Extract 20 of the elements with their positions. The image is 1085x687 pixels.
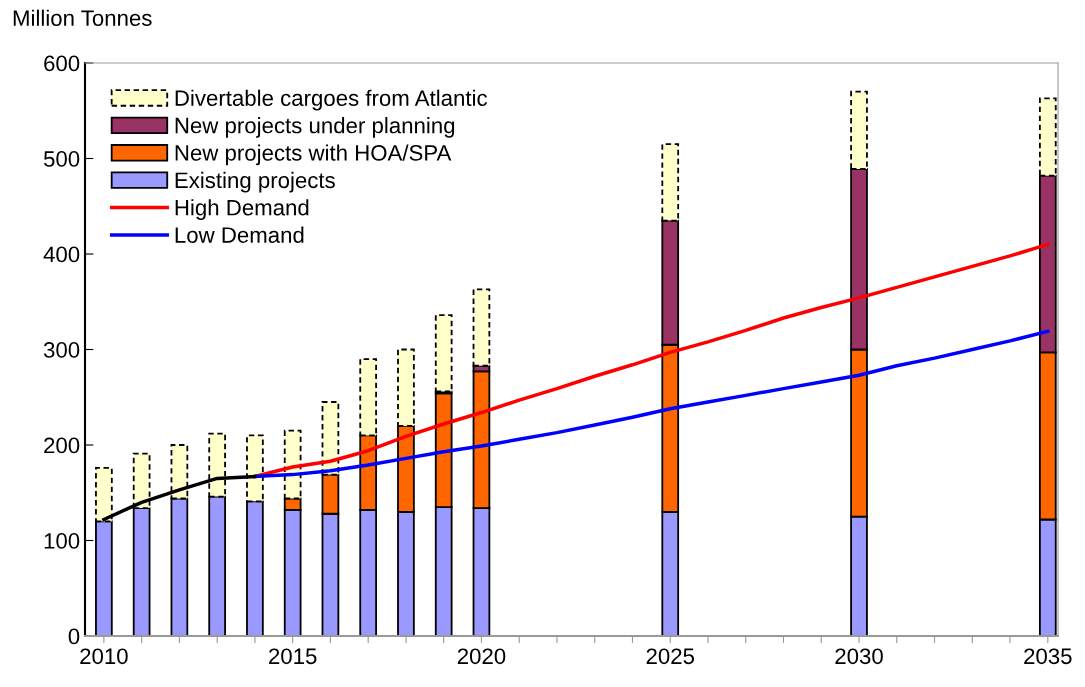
x-tick-label: 2025 <box>646 648 695 665</box>
x-tick-label: 2010 <box>80 648 128 665</box>
y-axis-title: Million Tonnes <box>13 9 152 26</box>
x-tick-label: 2015 <box>269 648 317 665</box>
legend-label: High Demand <box>175 199 309 220</box>
y-tick-label: 400 <box>43 246 80 263</box>
legend-label: Existing projects <box>175 171 335 193</box>
y-tick-label: 100 <box>44 533 80 549</box>
legend-label: Divertable cargoes from Atlantic <box>175 89 488 111</box>
legend-label: New projects with HOA/SPA <box>175 144 452 166</box>
y-tick-label: 0 <box>68 628 80 645</box>
legend-label: Low Demand <box>175 226 304 243</box>
x-tick-label: 2030 <box>835 648 883 665</box>
y-tick-label: 300 <box>43 342 80 358</box>
y-tick-label: 600 <box>44 55 80 72</box>
x-tick-label: 2020 <box>457 648 506 665</box>
y-tick-label: 200 <box>44 437 80 454</box>
x-tick-label: 2035 <box>1024 648 1072 665</box>
y-tick-label: 500 <box>43 151 80 167</box>
legend-label: New projects under planning <box>175 117 455 138</box>
